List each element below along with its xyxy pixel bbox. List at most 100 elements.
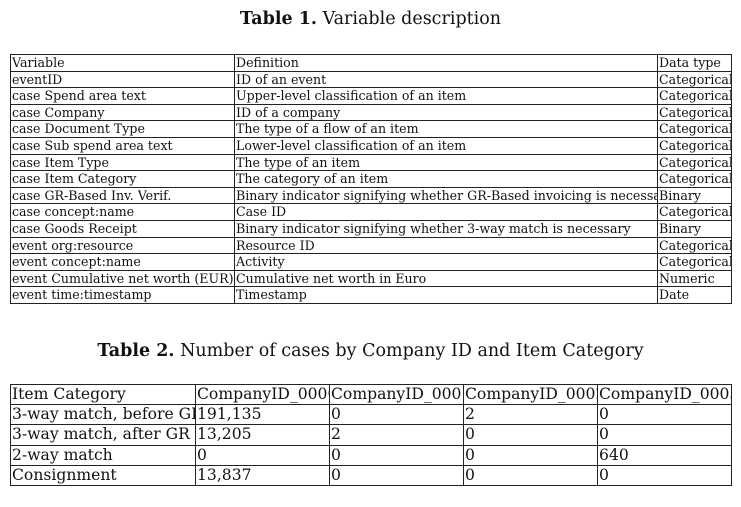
table1-cell: The type of a flow of an item bbox=[234, 120, 658, 138]
table2-header-cell: CompanyID_0000 bbox=[195, 383, 330, 406]
table2-header-cell: CompanyID_0003 bbox=[597, 383, 732, 406]
table2-cell: 0 bbox=[329, 404, 464, 426]
table1-cell: Activity bbox=[234, 253, 658, 271]
table1-row: case Item Category The category of an ite… bbox=[10, 170, 732, 188]
table1-row: event org:resource Resource ID Categorical bbox=[10, 236, 732, 255]
table1-cell: Binary indicator signifying whether GR-B… bbox=[234, 186, 658, 205]
table1-cell: eventID bbox=[10, 70, 235, 89]
table2-cell: 13,837 bbox=[195, 464, 330, 487]
table2-cell: 2 bbox=[463, 404, 598, 426]
table2-cell: 3-way match, before GR bbox=[10, 404, 196, 426]
table1-cell: Resource ID bbox=[234, 236, 658, 255]
variable-description-table: Variable Definition Data type eventID ID … bbox=[10, 54, 732, 304]
table1-row: case Item Type The type of an item Categor… bbox=[10, 153, 732, 172]
table1-cell: case Spend area text bbox=[10, 87, 235, 105]
table1-body: eventID ID of an event Categorical case Spe… bbox=[10, 70, 732, 304]
table1-cell: Categorical bbox=[657, 103, 732, 122]
table2-caption-text: Number of cases by Company ID and Item C… bbox=[180, 341, 644, 361]
table1-cell: Categorical bbox=[657, 203, 732, 221]
table1-cell: case concept:name bbox=[10, 203, 235, 221]
table2-cell: 0 bbox=[463, 424, 598, 446]
table1-cell: Categorical bbox=[657, 253, 732, 271]
table1-cell: Categorical bbox=[657, 70, 732, 89]
table2-cell: 0 bbox=[329, 444, 464, 466]
table1-row: case Spend area text Upper-level classifi… bbox=[10, 87, 732, 105]
table2-cell: Consignment bbox=[10, 464, 196, 487]
table2-header-row: Item Category CompanyID_0000 CompanyID_0… bbox=[10, 383, 732, 406]
table2-cell: 0 bbox=[195, 444, 330, 466]
table2-body: 3-way match, before GR 191,135 0 2 0 3-way ma… bbox=[10, 404, 732, 487]
table1-header-cell: Variable bbox=[10, 54, 235, 72]
table2-cell: 0 bbox=[597, 404, 732, 426]
table2-cell: 0 bbox=[329, 464, 464, 487]
table1-row: event time:timestamp Timestamp Date bbox=[10, 286, 732, 304]
table1-cell: case Company bbox=[10, 103, 235, 122]
table1-cell: Categorical bbox=[657, 153, 732, 172]
table1-cell: Categorical bbox=[657, 87, 732, 105]
table2-row: 3-way match, before GR 191,135 0 2 0 bbox=[10, 404, 732, 426]
table1-cell: case Document Type bbox=[10, 120, 235, 138]
table2-header-cell: CompanyID_0002 bbox=[463, 383, 598, 406]
table1-cell: The category of an item bbox=[234, 170, 658, 188]
table1-cell: Timestamp bbox=[234, 286, 658, 304]
table2-cell: 0 bbox=[463, 444, 598, 466]
table1-cell: case Item Category bbox=[10, 170, 235, 188]
table1-row: case Company ID of a company Categorical bbox=[10, 103, 732, 122]
table1-cell: event concept:name bbox=[10, 253, 235, 271]
table2-row: 3-way match, after GR 13,205 2 0 0 bbox=[10, 424, 732, 446]
table2-header-cell: Item Category bbox=[10, 383, 196, 406]
table1-header-cell: Definition bbox=[234, 54, 658, 72]
table1-caption-text: Variable description bbox=[322, 9, 502, 29]
table1-row: eventID ID of an event Categorical bbox=[10, 70, 732, 89]
table1-caption-label: Table 1. bbox=[239, 9, 317, 29]
table2-cell: 640 bbox=[597, 444, 732, 466]
table1-row: case concept:name Case ID Categorical bbox=[10, 203, 732, 221]
table2-cell: 0 bbox=[463, 464, 598, 487]
table1-cell: ID of an event bbox=[234, 70, 658, 89]
table1-cell: case Sub spend area text bbox=[10, 136, 235, 155]
table2-caption-label: Table 2. bbox=[97, 341, 175, 361]
table1-row: case Document Type The type of a flow of … bbox=[10, 120, 732, 138]
table1-header-row: Variable Definition Data type bbox=[10, 54, 732, 72]
table1-cell: event Cumulative net worth (EUR) bbox=[10, 269, 235, 288]
table1-row: case Sub spend area text Lower-level clas… bbox=[10, 136, 732, 155]
cases-by-company-table: Item Category CompanyID_0000 CompanyID_0… bbox=[10, 383, 732, 487]
table1-row: event concept:name Activity Categorical bbox=[10, 253, 732, 271]
table1-caption: Table 1. Variable description bbox=[0, 9, 741, 29]
table1-cell: case Item Type bbox=[10, 153, 235, 172]
table2-cell: 2 bbox=[329, 424, 464, 446]
table2-caption: Table 2. Number of cases by Company ID a… bbox=[0, 341, 741, 361]
table1-row: case GR-Based Inv. Verif. Binary indicato… bbox=[10, 186, 732, 205]
table2-cell: 191,135 bbox=[195, 404, 330, 426]
table1-header-cell: Data type bbox=[657, 54, 732, 72]
table1-row: case Goods Receipt Binary indicator signi… bbox=[10, 219, 732, 238]
table1-cell: Numeric bbox=[657, 269, 732, 288]
table1-cell: Categorical bbox=[657, 120, 732, 138]
table1-cell: Cumulative net worth in Euro bbox=[234, 269, 658, 288]
table1-cell: Categorical bbox=[657, 136, 732, 155]
table2-row: 2-way match 0 0 0 640 bbox=[10, 444, 732, 466]
table1-cell: event org:resource bbox=[10, 236, 235, 255]
table2-header-cell: CompanyID_0001 bbox=[329, 383, 464, 406]
table1-cell: Categorical bbox=[657, 236, 732, 255]
table1-cell: Date bbox=[657, 286, 732, 304]
table2-cell: 0 bbox=[597, 424, 732, 446]
table1-cell: event time:timestamp bbox=[10, 286, 235, 304]
table2-cell: 0 bbox=[597, 464, 732, 487]
table1-cell: Binary bbox=[657, 186, 732, 205]
table1-cell: The type of an item bbox=[234, 153, 658, 172]
table2-row: Consignment 13,837 0 0 0 bbox=[10, 464, 732, 487]
table1-cell: case Goods Receipt bbox=[10, 219, 235, 238]
table2-cell: 13,205 bbox=[195, 424, 330, 446]
table1-cell: Upper-level classification of an item bbox=[234, 87, 658, 105]
table1-cell: Binary bbox=[657, 219, 732, 238]
table1-cell: Categorical bbox=[657, 170, 732, 188]
table2-cell: 2-way match bbox=[10, 444, 196, 466]
table1-cell: Lower-level classification of an item bbox=[234, 136, 658, 155]
table1-cell: ID of a company bbox=[234, 103, 658, 122]
table1-cell: case GR-Based Inv. Verif. bbox=[10, 186, 235, 205]
table2-cell: 3-way match, after GR bbox=[10, 424, 196, 446]
table1-cell: Case ID bbox=[234, 203, 658, 221]
table1-row: event Cumulative net worth (EUR) Cumulati… bbox=[10, 269, 732, 288]
table1-cell: Binary indicator signifying whether 3-wa… bbox=[234, 219, 658, 238]
